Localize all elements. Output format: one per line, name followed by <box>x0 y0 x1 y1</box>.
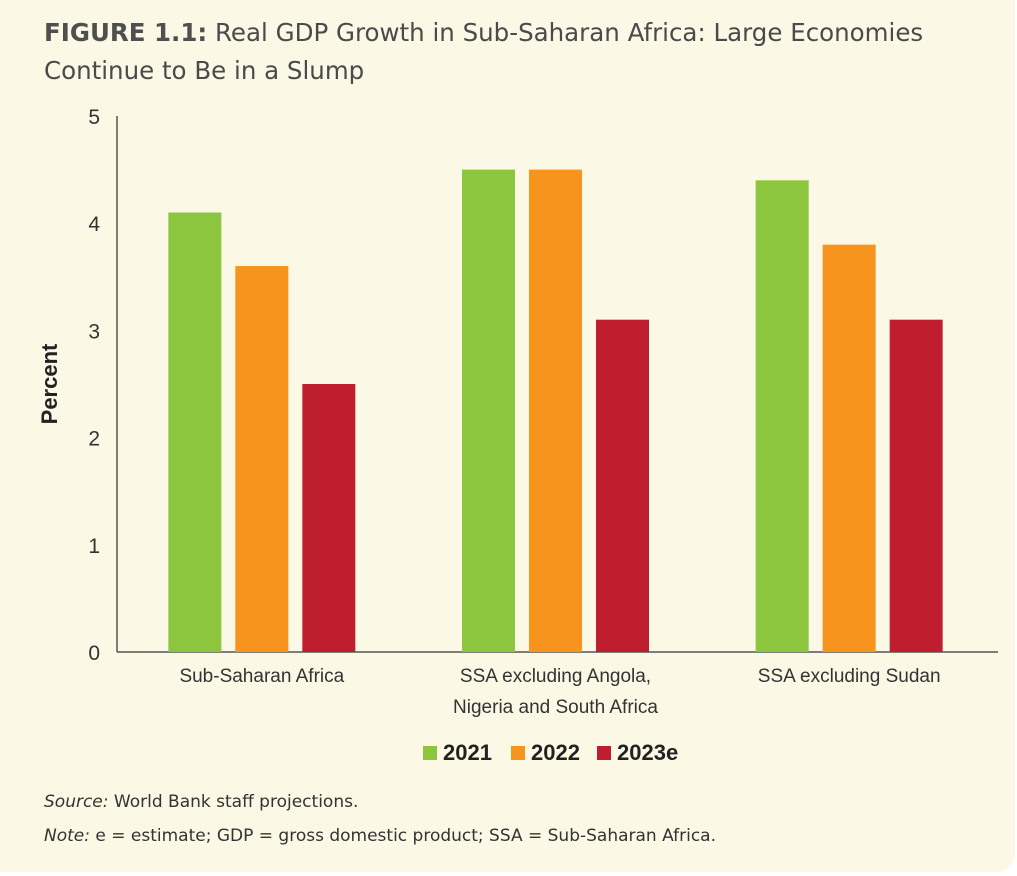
legend-label: 2021 <box>443 740 492 765</box>
note-label: Note: <box>44 826 90 846</box>
legend-swatch <box>597 746 611 760</box>
x-tick-label: SSA excluding Sudan <box>758 666 941 687</box>
bar <box>462 169 515 652</box>
bar-chart: 0 1 2 3 4 5 Percent Sub-Saharan Africa SSA exclu… <box>37 106 998 765</box>
bar <box>235 266 289 652</box>
bar <box>596 319 649 652</box>
figure-title: FIGURE 1.1: Real GDP Growth in Sub-Sahar… <box>44 14 984 90</box>
bar <box>755 180 809 652</box>
legend-label: 2023e <box>617 740 678 765</box>
x-tick-label: Nigeria and South Africa <box>453 697 658 718</box>
legend-swatch <box>423 746 437 760</box>
y-tick-label: 2 <box>88 428 100 451</box>
figure-title-line2: Continue to Be in a Slump <box>44 56 365 85</box>
legend-label: 2022 <box>531 740 580 765</box>
bar <box>822 244 876 652</box>
y-tick-label: 1 <box>88 535 100 558</box>
x-tick-label: Sub-Saharan Africa <box>179 666 344 687</box>
y-axis-label: Percent <box>37 343 62 424</box>
footnote: Note: e = estimate; GDP = gross domestic… <box>44 826 716 846</box>
figure-title-line1: Real GDP Growth in Sub-Saharan Africa: L… <box>214 18 924 47</box>
figure-label: FIGURE 1.1: <box>44 18 208 47</box>
bar <box>889 319 943 652</box>
y-tick-label: 0 <box>88 642 100 665</box>
source-text: World Bank staff projections. <box>113 792 359 812</box>
source-note: Source: World Bank staff projections. <box>44 792 358 812</box>
bar <box>168 212 222 653</box>
y-tick-label: 5 <box>88 106 100 129</box>
bar <box>302 384 356 652</box>
source-label: Source: <box>44 792 109 812</box>
bar <box>529 169 582 652</box>
y-tick-label: 4 <box>88 213 100 236</box>
legend-swatch <box>511 746 525 760</box>
y-tick-label: 3 <box>88 320 100 343</box>
x-tick-label: SSA excluding Angola, <box>460 666 651 687</box>
note-text: e = estimate; GDP = gross domestic produ… <box>95 826 716 846</box>
